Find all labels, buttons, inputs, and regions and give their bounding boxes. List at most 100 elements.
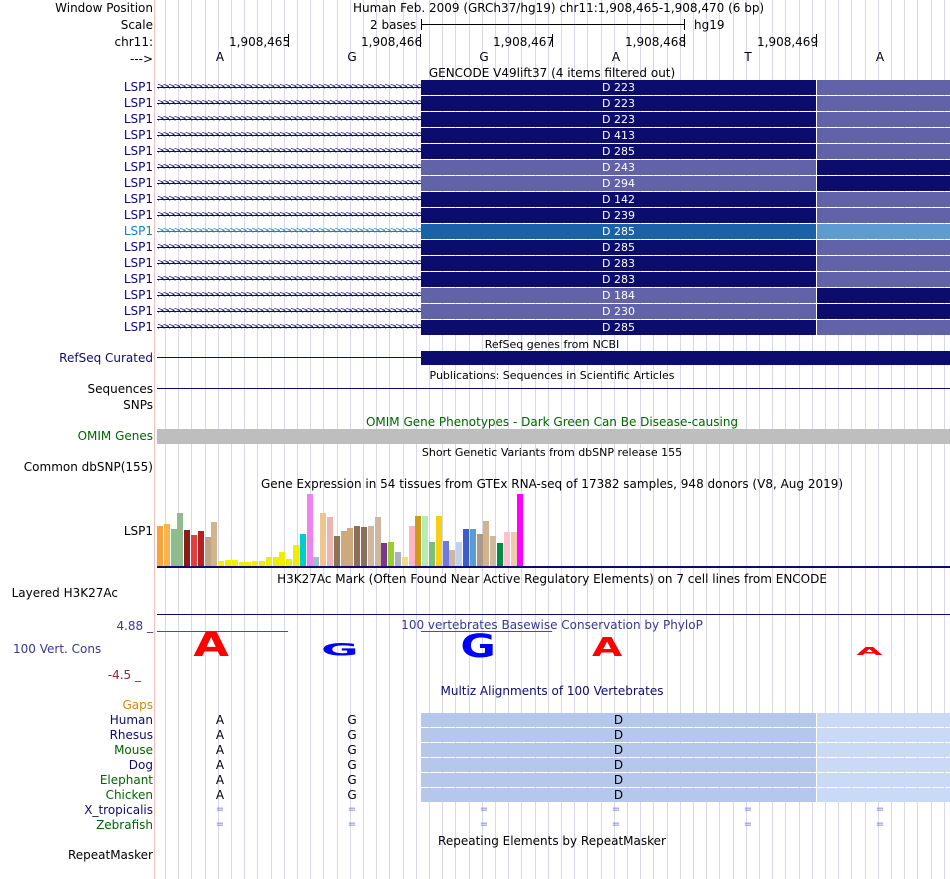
gencode-row-label[interactable]: LSP1 bbox=[123, 208, 153, 222]
gencode-row-label[interactable]: LSP1 bbox=[123, 304, 153, 318]
refseq-exon[interactable] bbox=[421, 351, 950, 365]
gtex-bar-brain-4[interactable] bbox=[225, 560, 231, 566]
gencode-row-label[interactable]: LSP1 bbox=[123, 288, 153, 302]
gencode-exon-block[interactable]: D 294 bbox=[421, 176, 816, 191]
gencode-row-label[interactable]: LSP1 bbox=[123, 144, 153, 158]
refseq-track-label[interactable]: RefSeq Curated bbox=[59, 351, 153, 365]
gtex-bar-skin-2[interactable] bbox=[442, 541, 449, 566]
gencode-row-label[interactable]: LSP1 bbox=[123, 128, 153, 142]
gencode-row-label[interactable]: LSP1 bbox=[123, 112, 153, 126]
gtex-bar-skin-1[interactable] bbox=[435, 516, 442, 566]
gencode-exon-block-tail[interactable] bbox=[817, 208, 950, 223]
gencode-exon-block-tail[interactable] bbox=[817, 160, 950, 175]
gencode-row-label[interactable]: LSP1 bbox=[123, 176, 153, 190]
gencode-exon-block-tail[interactable] bbox=[817, 80, 950, 95]
multiz-species-label[interactable]: X_tropicalis bbox=[84, 803, 153, 817]
gtex-track-label[interactable]: LSP1 bbox=[123, 524, 153, 538]
gtex-bar-artery-coronary[interactable] bbox=[184, 530, 191, 566]
gencode-row-label[interactable]: LSP1 bbox=[123, 192, 153, 206]
publications-track-title[interactable]: Publications: Sequences in Scientific Ar… bbox=[429, 369, 675, 382]
gencode-exon-block[interactable]: D 283 bbox=[421, 256, 816, 271]
gtex-bar-adrenal[interactable] bbox=[170, 529, 177, 566]
gtex-bar-uterus[interactable] bbox=[483, 521, 490, 566]
h3k27ac-track-label[interactable]: Layered H3K27Ac bbox=[11, 586, 118, 600]
multiz-species-label[interactable]: Rhesus bbox=[109, 728, 153, 742]
gtex-bar-ws-3[interactable] bbox=[517, 494, 524, 566]
gtex-bar-brain-11[interactable] bbox=[272, 557, 279, 566]
gtex-bar-brain-8[interactable] bbox=[252, 561, 259, 566]
gtex-bar-nerve[interactable] bbox=[401, 557, 408, 566]
multiz-gap-block-tail[interactable] bbox=[817, 788, 950, 802]
gtex-bar-brain-7[interactable] bbox=[245, 562, 252, 566]
gencode-exon-block[interactable]: D 413 bbox=[421, 128, 816, 143]
gencode-exon-block-tail[interactable] bbox=[817, 128, 950, 143]
gtex-bar-esophagus-muscularis[interactable] bbox=[347, 528, 354, 566]
gtex-bar-ws-1[interactable] bbox=[503, 532, 510, 566]
gencode-exon-block[interactable]: D 184 bbox=[421, 288, 816, 303]
gtex-bar-lung[interactable] bbox=[381, 543, 388, 566]
gencode-exon-block[interactable]: D 243 bbox=[421, 160, 816, 175]
repeatmasker-track-title[interactable]: Repeating Elements by RepeatMasker bbox=[438, 834, 666, 848]
gtex-bar-thyroid[interactable] bbox=[476, 534, 483, 566]
conservation-track-title[interactable]: 100 vertebrates Basewise Conservation by… bbox=[401, 618, 703, 632]
gencode-exon-block-tail[interactable] bbox=[817, 224, 950, 239]
gtex-bar-adipose-visceral[interactable] bbox=[163, 524, 170, 566]
gtex-bar-spleen[interactable] bbox=[456, 542, 463, 566]
gtex-bar-artery-tibial[interactable] bbox=[191, 535, 197, 566]
omim-track-title[interactable]: OMIM Gene Phenotypes - Dark Green Can Be… bbox=[365, 415, 739, 429]
gtex-track-title[interactable]: Gene Expression in 54 tissues from GTEx … bbox=[260, 477, 844, 491]
gtex-bar-brain-12[interactable] bbox=[279, 552, 286, 566]
multiz-gap-block[interactable]: D bbox=[421, 773, 816, 787]
gtex-bar-colon-transverse[interactable] bbox=[327, 517, 333, 566]
gtex-bar-cells-fibroblasts[interactable] bbox=[313, 557, 320, 566]
gtex-bar-artery-aorta[interactable] bbox=[177, 513, 184, 566]
gtex-bar-testis[interactable] bbox=[469, 529, 476, 566]
gencode-exon-block-tail[interactable] bbox=[817, 144, 950, 159]
gencode-exon-block[interactable]: D 239 bbox=[421, 208, 816, 223]
dbsnp-track-label[interactable]: Common dbSNP(155) bbox=[23, 460, 153, 474]
gtex-bar-chart[interactable] bbox=[157, 492, 537, 566]
gtex-bar-pancreas[interactable] bbox=[415, 516, 422, 566]
gtex-bar-esophagus-mucosa[interactable] bbox=[340, 531, 347, 566]
gtex-bar-cells-ebv[interactable] bbox=[306, 494, 313, 566]
multiz-gap-block-tail[interactable] bbox=[817, 758, 950, 772]
multiz-gap-block[interactable]: D bbox=[421, 713, 816, 727]
gencode-exon-block[interactable]: D 230 bbox=[421, 304, 816, 319]
gtex-bar-brain-13[interactable] bbox=[286, 559, 293, 566]
multiz-gap-block-tail[interactable] bbox=[817, 713, 950, 727]
gtex-bar-small-intestine[interactable] bbox=[449, 550, 456, 566]
multiz-species-label[interactable]: Zebrafish bbox=[96, 818, 153, 832]
multiz-species-label[interactable]: Human bbox=[109, 713, 153, 727]
multiz-gap-block[interactable]: D bbox=[421, 758, 816, 772]
gencode-exon-block-tail[interactable] bbox=[817, 176, 950, 191]
gencode-row-label[interactable]: LSP1 bbox=[123, 224, 153, 238]
publications-track-label[interactable]: Sequences bbox=[87, 382, 153, 396]
multiz-gap-block[interactable]: D bbox=[421, 743, 816, 757]
gencode-exon-block[interactable]: D 223 bbox=[421, 96, 816, 111]
multiz-species-label[interactable]: Chicken bbox=[105, 788, 153, 802]
gtex-bar-ws-2[interactable] bbox=[510, 532, 517, 566]
dbsnp-track-title[interactable]: Short Genetic Variants from dbSNP releas… bbox=[421, 446, 683, 459]
gtex-bar-brain-9[interactable] bbox=[259, 561, 265, 566]
gtex-bar-kidney[interactable] bbox=[367, 526, 374, 566]
gtex-bar-brain-10[interactable] bbox=[265, 557, 272, 566]
gtex-bar-breast[interactable] bbox=[299, 534, 306, 566]
gencode-exon-block-tail[interactable] bbox=[817, 240, 950, 255]
gencode-exon-block-tail[interactable] bbox=[817, 320, 950, 335]
multiz-gap-block-tail[interactable] bbox=[817, 728, 950, 742]
gencode-exon-block[interactable]: D 285 bbox=[421, 240, 816, 255]
gencode-exon-block-tail[interactable] bbox=[817, 112, 950, 127]
gtex-bar-ovary[interactable] bbox=[408, 526, 415, 566]
gtex-bar-bladder[interactable] bbox=[197, 531, 204, 566]
multiz-track-title[interactable]: Multiz Alignments of 100 Vertebrates bbox=[440, 684, 664, 698]
multiz-species-label[interactable]: Dog bbox=[128, 758, 153, 772]
gtex-bar-whole-blood[interactable] bbox=[497, 543, 503, 566]
gtex-bar-brain-5[interactable] bbox=[231, 560, 238, 566]
snps-track-label[interactable]: SNPs bbox=[123, 398, 153, 412]
gtex-bar-brain-14[interactable] bbox=[293, 545, 299, 566]
gencode-exon-block[interactable]: D 285 bbox=[421, 224, 816, 239]
gtex-bar-esophagus-gej[interactable] bbox=[333, 536, 340, 566]
gtex-bar-vagina[interactable] bbox=[490, 536, 497, 566]
repeatmasker-track-label[interactable]: RepeatMasker bbox=[67, 848, 153, 862]
